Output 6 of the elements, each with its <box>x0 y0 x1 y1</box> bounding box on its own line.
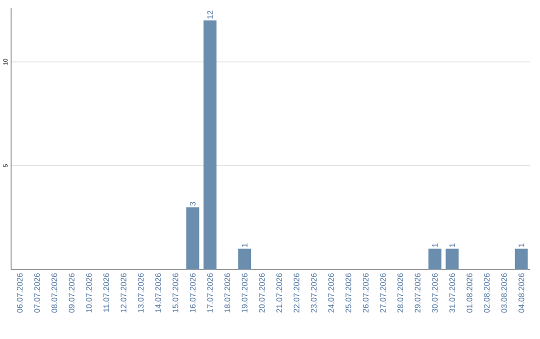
bar <box>428 248 442 270</box>
bar <box>514 248 528 270</box>
bar <box>238 248 252 270</box>
bar <box>204 20 216 270</box>
bar <box>446 248 459 270</box>
bar <box>186 207 200 270</box>
